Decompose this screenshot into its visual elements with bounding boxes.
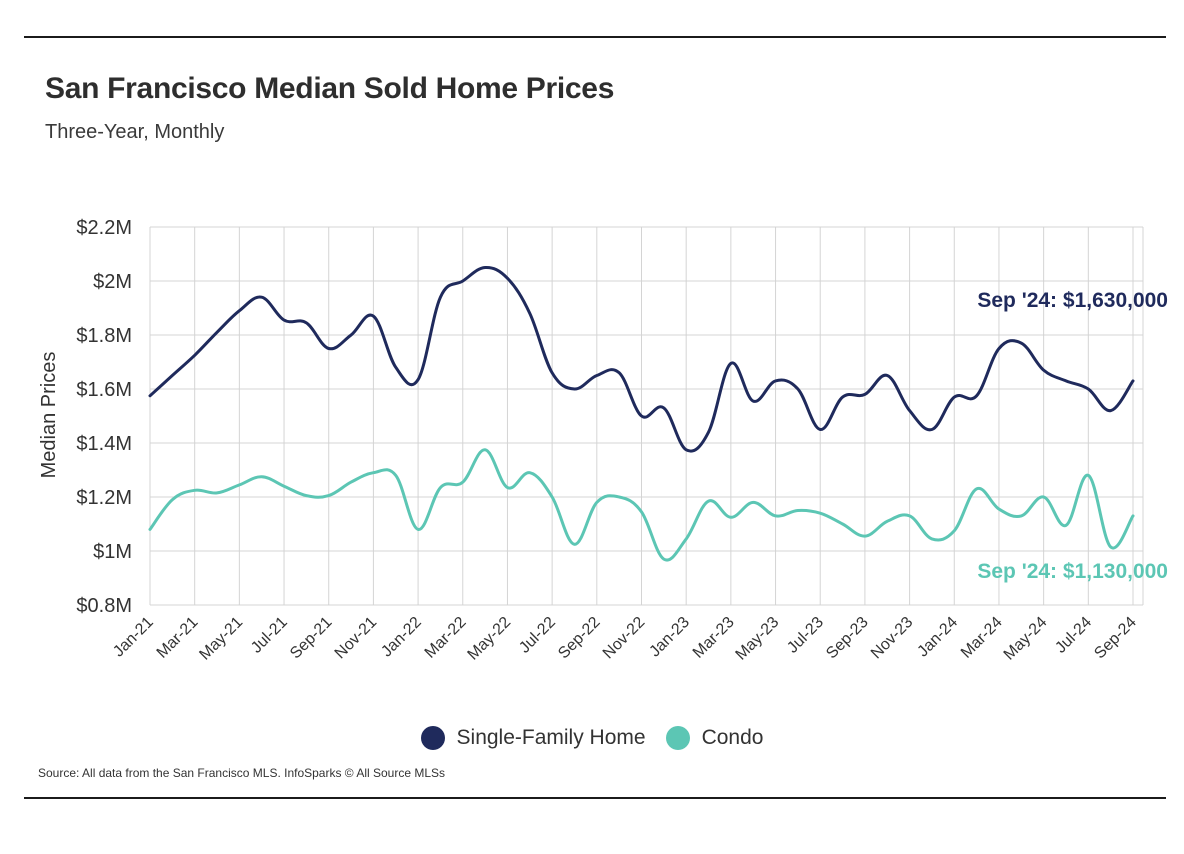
chart-title: San Francisco Median Sold Home Prices — [45, 72, 615, 105]
x-tick-label: May-21 — [196, 614, 246, 664]
x-tick-label: May-24 — [1001, 614, 1051, 664]
x-tick-label: Nov-21 — [332, 614, 381, 663]
y-tick-label: $1.8M — [76, 325, 132, 347]
annotation-single-family: Sep '24: $1,630,000 — [977, 289, 1168, 312]
x-tick-label: Jan-21 — [110, 614, 157, 661]
bottom-divider — [24, 797, 1166, 799]
legend-label-condo: Condo — [701, 726, 764, 749]
y-axis-ticks: $0.8M $1M $1.2M $1.4M $1.6M $1.8M $2M $2.2M — [76, 217, 132, 617]
x-tick-label: Mar-24 — [958, 614, 1006, 662]
line-chart: $0.8M $1M $1.2M $1.4M $1.6M $1.8M $2M $2.2M Jan… — [38, 217, 1168, 664]
y-tick-label: $2.2M — [76, 217, 132, 239]
y-tick-label: $1.2M — [76, 487, 132, 509]
source-note: Source: All data from the San Francisco … — [38, 766, 446, 780]
y-axis-label: Median Prices — [38, 352, 60, 479]
series-line-single-family-home — [148, 265, 1135, 453]
x-tick-label: Jan-23 — [646, 614, 693, 661]
x-tick-label: May-23 — [733, 614, 783, 664]
series-lines — [148, 265, 1135, 562]
legend: Single-Family Home Condo — [0, 726, 1184, 750]
legend-swatch-single-family — [420, 726, 445, 750]
legend-swatch-condo — [665, 726, 690, 750]
x-tick-label: May-22 — [465, 614, 515, 664]
y-tick-label: $1.6M — [76, 379, 132, 401]
x-tick-label: Sep-23 — [823, 614, 872, 663]
annotation-condo: Sep '24: $1,130,000 — [977, 560, 1168, 583]
x-tick-label: Nov-22 — [600, 614, 649, 663]
x-tick-label: Nov-23 — [868, 614, 917, 663]
x-tick-label: Jul-21 — [248, 614, 291, 657]
x-tick-label: Sep-21 — [287, 614, 336, 663]
x-tick-label: Mar-21 — [154, 614, 202, 662]
x-tick-label: Mar-22 — [422, 614, 470, 662]
annotations: Sep '24: $1,630,000 Sep '24: $1,130,000 — [977, 289, 1168, 583]
y-tick-label: $0.8M — [76, 595, 132, 617]
y-tick-label: $1.4M — [76, 433, 132, 455]
legend-label-single-family: Single-Family Home — [456, 726, 646, 749]
x-tick-label: Jul-22 — [516, 614, 559, 657]
series-line-condo — [148, 448, 1135, 562]
legend-item-single-family: Single-Family Home — [420, 726, 646, 750]
x-tick-label: Jul-23 — [784, 614, 827, 657]
x-tick-label: Jul-24 — [1052, 614, 1095, 657]
x-tick-label: Jan-22 — [378, 614, 425, 661]
x-tick-label: Sep-22 — [555, 614, 604, 663]
y-tick-label: $1M — [93, 541, 132, 563]
y-tick-label: $2M — [93, 271, 132, 293]
x-tick-label: Sep-24 — [1091, 614, 1140, 663]
chart-subtitle: Three-Year, Monthly — [45, 121, 225, 143]
x-tick-label: Jan-24 — [914, 614, 961, 661]
top-divider — [24, 36, 1166, 38]
x-tick-label: Mar-23 — [690, 614, 738, 662]
legend-item-condo: Condo — [665, 726, 764, 750]
